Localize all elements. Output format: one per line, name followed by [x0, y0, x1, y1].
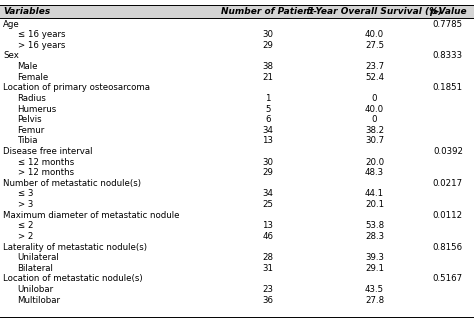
Text: 34: 34: [262, 126, 273, 135]
Text: Pelvis: Pelvis: [18, 115, 42, 124]
Text: Multilobar: Multilobar: [18, 296, 61, 305]
Text: 30: 30: [262, 158, 273, 167]
Text: 0.0112: 0.0112: [433, 211, 463, 220]
Text: 0.5167: 0.5167: [433, 274, 463, 284]
Text: 13: 13: [262, 137, 273, 145]
Text: 38: 38: [262, 62, 273, 71]
Text: Unilobar: Unilobar: [18, 285, 54, 294]
Text: 43.5: 43.5: [365, 285, 384, 294]
Text: Sex: Sex: [3, 51, 19, 60]
Text: Laterality of metastatic nodule(s): Laterality of metastatic nodule(s): [3, 243, 147, 252]
Text: Humerus: Humerus: [18, 105, 57, 114]
Text: 40.0: 40.0: [365, 30, 384, 39]
Text: 28.3: 28.3: [365, 232, 384, 241]
Text: 29: 29: [263, 168, 273, 177]
Text: p-Value: p-Value: [429, 7, 467, 16]
Text: 39.3: 39.3: [365, 253, 384, 262]
Text: 0.8156: 0.8156: [433, 243, 463, 252]
Text: 29: 29: [263, 41, 273, 50]
Text: ≤ 3: ≤ 3: [18, 189, 33, 198]
Text: 29.1: 29.1: [365, 264, 384, 273]
Text: 20.1: 20.1: [365, 200, 384, 209]
Text: Number of metastatic nodule(s): Number of metastatic nodule(s): [3, 179, 141, 188]
Text: 0.8333: 0.8333: [433, 51, 463, 60]
Text: Number of Patient: Number of Patient: [221, 7, 314, 16]
Text: 0.7785: 0.7785: [433, 19, 463, 28]
Text: 28: 28: [262, 253, 273, 262]
Text: 53.8: 53.8: [365, 221, 384, 230]
Text: > 12 months: > 12 months: [18, 168, 73, 177]
Text: 23: 23: [262, 285, 273, 294]
Text: 38.2: 38.2: [365, 126, 384, 135]
Text: 0.0392: 0.0392: [433, 147, 463, 156]
Text: ≤ 16 years: ≤ 16 years: [18, 30, 65, 39]
Text: Female: Female: [18, 73, 49, 82]
Text: 27.5: 27.5: [365, 41, 384, 50]
Text: 40.0: 40.0: [365, 105, 384, 114]
Text: 46: 46: [262, 232, 273, 241]
Text: 0.1851: 0.1851: [433, 83, 463, 92]
Text: 0: 0: [372, 115, 377, 124]
Text: 52.4: 52.4: [365, 73, 384, 82]
Text: 30: 30: [262, 30, 273, 39]
Text: ≤ 2: ≤ 2: [18, 221, 33, 230]
Text: Tibia: Tibia: [18, 137, 38, 145]
Text: > 2: > 2: [18, 232, 33, 241]
Text: 5-Year Overall Survival (%): 5-Year Overall Survival (%): [307, 7, 442, 16]
Text: 0.0217: 0.0217: [433, 179, 463, 188]
Text: 48.3: 48.3: [365, 168, 384, 177]
Text: 30.7: 30.7: [365, 137, 384, 145]
Text: 44.1: 44.1: [365, 189, 384, 198]
Text: 13: 13: [262, 221, 273, 230]
Text: Location of metastatic nodule(s): Location of metastatic nodule(s): [3, 274, 143, 284]
Text: Bilateral: Bilateral: [18, 264, 54, 273]
Text: 23.7: 23.7: [365, 62, 384, 71]
Text: 36: 36: [262, 296, 273, 305]
Text: > 16 years: > 16 years: [18, 41, 65, 50]
Text: 21: 21: [262, 73, 273, 82]
Text: > 3: > 3: [18, 200, 33, 209]
Text: Maximum diameter of metastatic nodule: Maximum diameter of metastatic nodule: [3, 211, 180, 220]
Text: 25: 25: [262, 200, 273, 209]
Bar: [0, 5, 474, 18]
Text: Disease free interval: Disease free interval: [3, 147, 93, 156]
Text: 0: 0: [372, 94, 377, 103]
Text: 6: 6: [265, 115, 271, 124]
Text: 20.0: 20.0: [365, 158, 384, 167]
Text: Location of primary osteosarcoma: Location of primary osteosarcoma: [3, 83, 150, 92]
Text: Variables: Variables: [3, 7, 51, 16]
Text: 5: 5: [265, 105, 271, 114]
Text: 34: 34: [262, 189, 273, 198]
Text: ≤ 12 months: ≤ 12 months: [18, 158, 74, 167]
Text: 27.8: 27.8: [365, 296, 384, 305]
Text: 1: 1: [265, 94, 271, 103]
Text: Radius: Radius: [18, 94, 46, 103]
Text: Male: Male: [18, 62, 38, 71]
Text: Age: Age: [3, 19, 20, 28]
Text: Femur: Femur: [18, 126, 45, 135]
Text: 31: 31: [262, 264, 273, 273]
Text: Unilateral: Unilateral: [18, 253, 59, 262]
